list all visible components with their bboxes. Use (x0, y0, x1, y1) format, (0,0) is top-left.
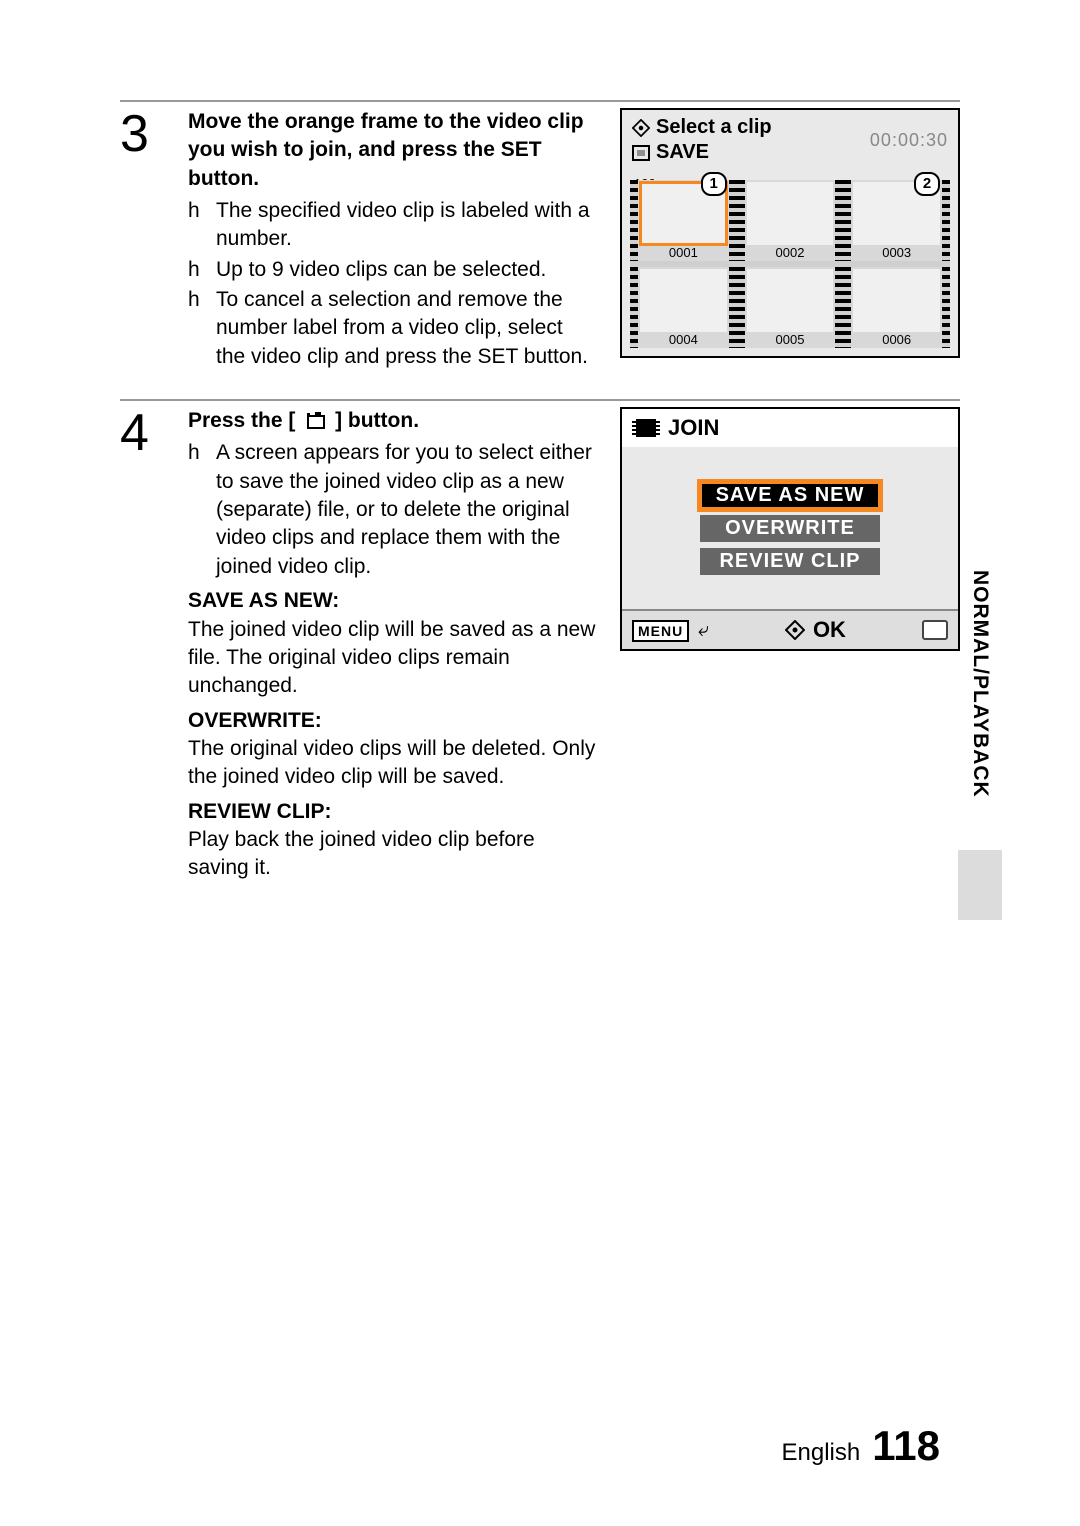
clip-id: 0004 (630, 332, 737, 347)
film-icon (632, 419, 660, 437)
thumbnail: 2 0003 (843, 180, 950, 261)
join-options: SAVE AS NEW OVERWRITE REVIEW CLIP (622, 447, 958, 609)
footer-language: English (782, 1439, 861, 1467)
screen-join: JOIN SAVE AS NEW OVERWRITE REVIEW CLIP M… (620, 407, 960, 883)
selection-badge: 1 (701, 172, 727, 196)
bullet-marker: h (188, 197, 202, 254)
option-heading: SAVE AS NEW: (188, 587, 596, 615)
ok-label: OK (813, 617, 846, 643)
thumbnail: 0006 (843, 267, 950, 348)
clip-id: 0002 (737, 245, 844, 260)
select-clip-label: Select a clip (656, 116, 772, 139)
select-clip-screen: Select a clip SAVE 00:00:30 100 (620, 108, 960, 358)
page: 3 Move the orange frame to the video cli… (0, 0, 1080, 1526)
return-icon: ⤶ (698, 619, 709, 641)
thumbnail-grid: 1 0001 0002 2 0003 (630, 180, 950, 348)
option-desc: The original video clips will be deleted… (188, 735, 596, 792)
screen1-header: Select a clip SAVE 00:00:30 (622, 110, 958, 166)
step-4: 4 Press the [ ] button. h A screen appea… (120, 399, 960, 883)
blank-chip-icon (922, 620, 948, 640)
step4-title-pre: Press the [ (188, 409, 295, 432)
join-header: JOIN (622, 409, 958, 447)
step-3-number: 3 (120, 108, 164, 371)
save-icon (632, 145, 650, 161)
menu-indicator: MENU ⤶ (632, 619, 709, 642)
clip-id: 0003 (843, 245, 950, 260)
join-option-save-as-new: SAVE AS NEW (700, 482, 880, 509)
thumb-row: 0004 0005 0006 (630, 267, 950, 348)
side-tab: NORMAL/PLAYBACK (968, 570, 992, 798)
clip-id: 0006 (843, 332, 950, 347)
bullet-text: A screen appears for you to select eithe… (216, 439, 596, 581)
thumbnail: 0005 (737, 267, 844, 348)
step-4-bullets: h A screen appears for you to select eit… (188, 439, 596, 581)
save-label: SAVE (656, 141, 709, 164)
thumbnail: 1 0001 (630, 180, 737, 261)
bullet-marker: h (188, 256, 202, 284)
review-clip-block: REVIEW CLIP: Play back the joined video … (188, 798, 596, 883)
selection-badge: 2 (914, 172, 940, 196)
bullet-text: Up to 9 video clips can be selected. (216, 256, 546, 284)
screen-select-clip: Select a clip SAVE 00:00:30 100 (620, 108, 960, 371)
mode-button-icon (303, 413, 327, 429)
overwrite-block: OVERWRITE: The original video clips will… (188, 707, 596, 792)
step-3-bullets: h The specified video clip is labeled wi… (188, 197, 596, 371)
join-option-review-clip: REVIEW CLIP (700, 548, 880, 575)
thumb-row: 1 0001 0002 2 0003 (630, 180, 950, 261)
save-label-row: SAVE (632, 141, 772, 164)
option-desc: Play back the joined video clip before s… (188, 826, 596, 883)
step-3-title: Move the orange frame to the video clip … (188, 108, 596, 193)
join-screen: JOIN SAVE AS NEW OVERWRITE REVIEW CLIP M… (620, 407, 960, 651)
bullet-item: h A screen appears for you to select eit… (188, 439, 596, 581)
bullet-marker: h (188, 439, 202, 581)
option-heading: OVERWRITE: (188, 707, 596, 735)
clip-id: 0005 (737, 332, 844, 347)
join-option-overwrite: OVERWRITE (700, 515, 880, 542)
diamond-icon (632, 119, 650, 137)
diamond-icon (785, 620, 805, 640)
side-tab-shade (958, 850, 1002, 920)
join-title: JOIN (668, 415, 719, 441)
timecode: 00:00:30 (870, 130, 948, 151)
screen1-header-left: Select a clip SAVE (632, 116, 772, 164)
option-heading: REVIEW CLIP: (188, 798, 596, 826)
bullet-text: The specified video clip is labeled with… (216, 197, 596, 254)
step-4-title: Press the [ ] button. (188, 407, 596, 435)
step-3: 3 Move the orange frame to the video cli… (120, 100, 960, 371)
bullet-item: h Up to 9 video clips can be selected. (188, 256, 596, 284)
ok-indicator: OK (785, 617, 846, 643)
page-footer: English 118 (782, 1422, 940, 1470)
bullet-item: h To cancel a selection and remove the n… (188, 286, 596, 371)
bullet-marker: h (188, 286, 202, 371)
clip-id: 0001 (630, 245, 737, 260)
thumbnail: 0002 (737, 180, 844, 261)
menu-chip: MENU (632, 620, 689, 642)
bullet-item: h The specified video clip is labeled wi… (188, 197, 596, 254)
select-clip-label-row: Select a clip (632, 116, 772, 139)
option-desc: The joined video clip will be saved as a… (188, 616, 596, 701)
bullet-text: To cancel a selection and remove the num… (216, 286, 596, 371)
step-3-body: Move the orange frame to the video clip … (188, 108, 596, 371)
step-4-number: 4 (120, 407, 164, 883)
save-as-new-block: SAVE AS NEW: The joined video clip will … (188, 587, 596, 700)
footer-page-number: 118 (872, 1422, 940, 1470)
step4-title-post: ] button. (335, 409, 419, 432)
step-4-body: Press the [ ] button. h A screen appears… (188, 407, 596, 883)
thumbnail: 0004 (630, 267, 737, 348)
join-footer: MENU ⤶ OK (622, 609, 958, 649)
